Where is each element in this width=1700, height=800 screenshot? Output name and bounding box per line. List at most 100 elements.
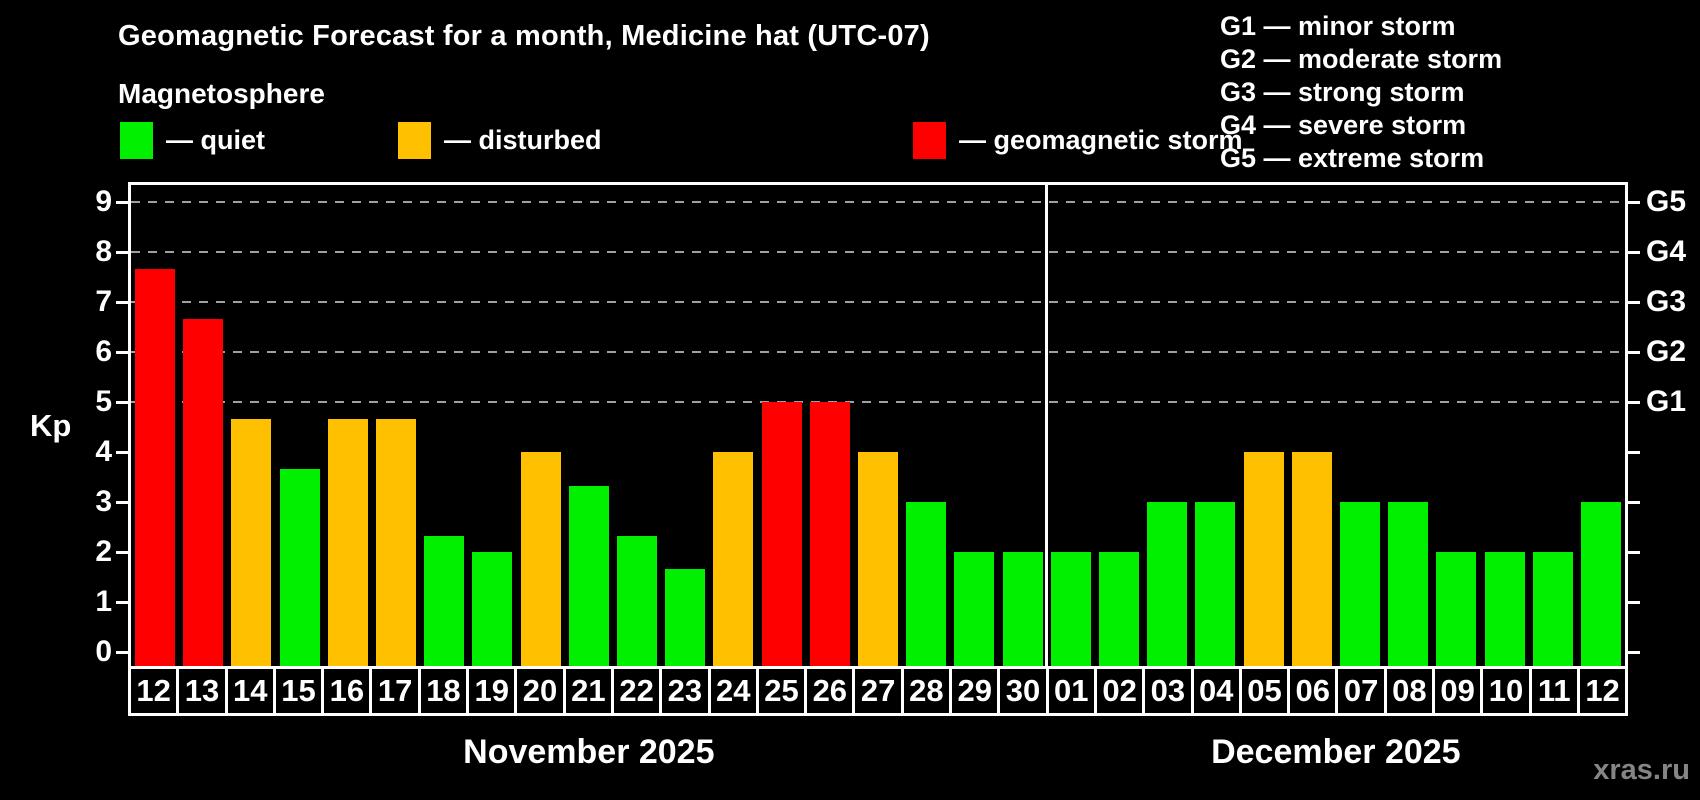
kp-bar-day-21: [568, 485, 609, 666]
y-axis-tick-label: 8: [95, 235, 112, 268]
legend-label-disturbed: — disturbed: [444, 125, 602, 155]
right-axis-tick: [1628, 500, 1640, 504]
y-axis-tick: [116, 600, 128, 604]
right-axis-tick: [1628, 350, 1640, 354]
y-axis-tick: [116, 200, 128, 204]
gridline-kp8: [131, 251, 1625, 253]
kp-bar-day-13: [183, 318, 224, 666]
kp-bar-day-19: [472, 552, 513, 666]
day-label-cell: 22: [614, 669, 663, 713]
day-label-cell: 23: [662, 669, 711, 713]
day-axis-row: 12 13 14 15 16 17 18 19 20 21 22 23 24 25 26 27 28 29 30 01…: [128, 666, 1628, 716]
day-label-cell: 29: [952, 669, 1001, 713]
y-axis-tick: [116, 350, 128, 354]
y-axis-tick: [116, 250, 128, 254]
legend-label-storm: — geomagnetic storm: [959, 125, 1243, 155]
g1-legend-line: G1 — minor storm: [1220, 11, 1456, 41]
y-axis-tick-label: 0: [95, 635, 112, 668]
right-axis-tick: [1628, 300, 1640, 304]
kp-bar-day-30: [1002, 552, 1043, 666]
day-label-cell: 27: [855, 669, 904, 713]
y-axis-tick: [116, 500, 128, 504]
kp-bar-day-12: [1580, 502, 1621, 666]
kp-bar-day-09: [1436, 552, 1477, 666]
y-axis-tick-label: 7: [95, 285, 112, 318]
gridline-kp7: [131, 301, 1625, 303]
y-axis-tick: [116, 400, 128, 404]
day-label-cell: 15: [276, 669, 325, 713]
kp-bar-day-02: [1098, 552, 1139, 666]
day-label-cell: 11: [1532, 669, 1580, 713]
right-axis-tick: [1628, 200, 1640, 204]
y-axis-tick: [116, 550, 128, 554]
day-label-cell: 13: [179, 669, 228, 713]
g4-legend-line: G4 — severe storm: [1220, 110, 1467, 140]
kp-bar-day-05: [1243, 452, 1284, 666]
right-axis-tick: [1628, 650, 1640, 654]
g5-legend-line: G5 — extreme storm: [1220, 143, 1485, 173]
kp-bar-day-25: [761, 402, 802, 666]
kp-bar-day-12: [135, 268, 176, 666]
gridline-kp5: [131, 401, 1625, 403]
page-title: Geomagnetic Forecast for a month, Medici…: [118, 20, 930, 52]
month-separator-line: [1045, 185, 1049, 666]
day-label-cell: 12: [1585, 673, 1620, 708]
y-axis-tick-label: 9: [95, 185, 112, 218]
kp-bar-day-04: [1195, 502, 1236, 666]
y-axis-tick-label: 4: [95, 435, 112, 468]
y-axis-tick: [116, 650, 128, 654]
y-axis-tick-label: 3: [95, 485, 112, 518]
month-label-november: November 2025: [463, 733, 715, 771]
magnetosphere-subtitle: Magnetosphere: [118, 78, 325, 109]
day-label-cell: 12: [131, 669, 180, 713]
gridline-kp6: [131, 351, 1625, 353]
y-axis-tick: [116, 450, 128, 454]
kp-bar-day-07: [1339, 502, 1380, 666]
storm-color-swatch-icon: [913, 121, 946, 159]
day-label-cell: 03: [1145, 669, 1194, 713]
kp-bar-day-27: [858, 452, 898, 666]
day-label-cell: 28: [904, 669, 953, 713]
kp-bar-day-22: [617, 535, 658, 666]
g-scale-tick-label: G2: [1646, 335, 1687, 368]
plot-area: [128, 182, 1628, 666]
day-label-cell: 06: [1290, 669, 1339, 713]
kp-bar-day-18: [424, 535, 465, 666]
day-label-cell: 01: [1049, 669, 1097, 713]
month-label-december: December 2025: [1211, 733, 1461, 771]
kp-bar-day-26: [809, 402, 850, 666]
g-scale-tick-label: G5: [1646, 185, 1687, 218]
quiet-color-swatch-icon: [120, 121, 153, 159]
kp-bar-day-15: [279, 468, 320, 666]
disturbed-color-swatch-icon: [398, 121, 431, 159]
y-axis-title: Kp: [30, 408, 72, 443]
day-label-cell: 26: [807, 669, 856, 713]
legend-item-disturbed: — disturbed: [398, 121, 602, 159]
g-scale-tick-label: G4: [1646, 235, 1687, 268]
right-axis-tick: [1628, 550, 1640, 554]
day-label-cell: 18: [421, 669, 470, 713]
g-scale-legend: G1 — minor storm G2 — moderate storm G3 …: [1220, 10, 1502, 175]
kp-bar-day-28: [906, 502, 947, 666]
right-axis-tick: [1628, 250, 1640, 254]
day-label-cell: 25: [759, 669, 808, 713]
y-axis-tick-label: 2: [95, 535, 112, 568]
legend-label-quiet: — quiet: [166, 125, 265, 155]
day-label-cell: 14: [228, 669, 276, 713]
day-label-cell: 20: [517, 669, 566, 713]
g2-legend-line: G2 — moderate storm: [1220, 44, 1503, 74]
kp-bar-day-20: [520, 452, 561, 666]
kp-bar-day-08: [1388, 502, 1429, 666]
day-label-cell: 10: [1483, 669, 1532, 713]
day-label-cell: 05: [1242, 669, 1291, 713]
g-scale-tick-label: G1: [1646, 385, 1687, 418]
legend-item-storm: — geomagnetic storm: [913, 121, 1243, 159]
kp-bar-day-23: [665, 568, 706, 666]
legend-item-quiet: — quiet: [120, 121, 265, 159]
day-label-cell: 21: [566, 669, 614, 713]
day-label-cell: 08: [1387, 669, 1436, 713]
kp-bar-day-03: [1147, 502, 1188, 666]
day-label-cell: 24: [711, 669, 759, 713]
day-label-cell: 02: [1097, 669, 1146, 713]
